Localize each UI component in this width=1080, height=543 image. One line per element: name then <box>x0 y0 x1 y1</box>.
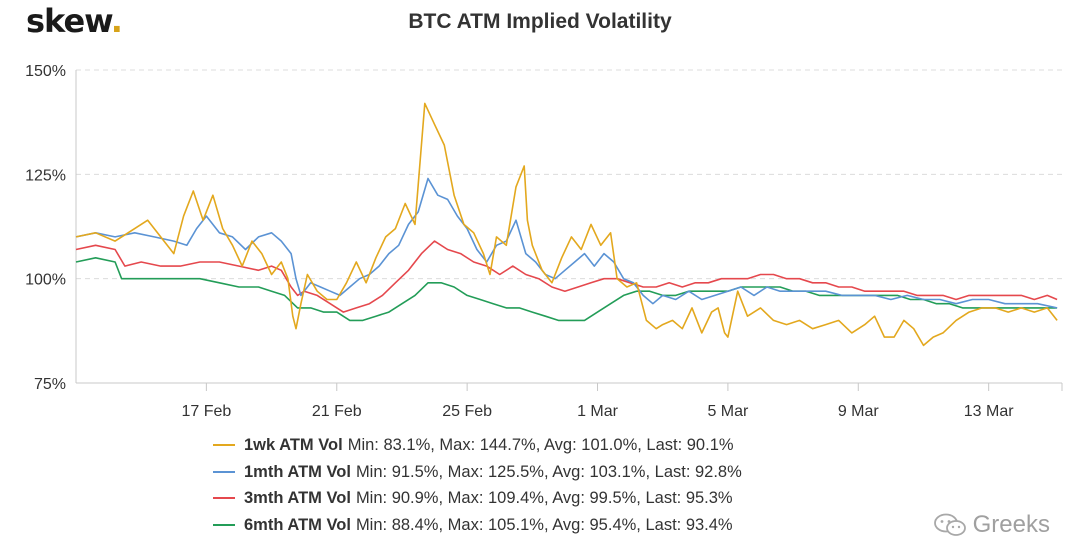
x-axis-tick-labels: 17 Feb 21 Feb 25 Feb 1 Mar 5 Mar 9 Mar 13 Mar <box>181 403 1014 420</box>
chart-title: BTC ATM Implied Volatility <box>408 10 672 33</box>
legend-swatch <box>213 523 235 526</box>
legend: 1wk ATM Vol Min: 83.1%, Max: 144.7%, Avg:… <box>213 432 742 538</box>
x-tick-label: 9 Mar <box>838 403 880 420</box>
y-tick-label: 100% <box>25 272 66 289</box>
legend-item-6mth[interactable]: 6mth ATM Vol Min: 88.4%, Max: 105.1%, Avg… <box>213 512 742 539</box>
wechat-icon <box>933 513 966 536</box>
series-line-1wk <box>75 102 1058 347</box>
brand-dot: . <box>110 2 123 40</box>
axes <box>75 70 1063 391</box>
legend-swatch <box>213 444 235 447</box>
x-tick-label: 5 Mar <box>707 403 749 420</box>
grid-lines <box>76 69 1062 280</box>
legend-item-1mth[interactable]: 1mth ATM Vol Min: 91.5%, Max: 125.5%, Avg… <box>213 459 742 486</box>
legend-series-name: 1mth ATM Vol <box>244 462 351 481</box>
legend-series-stats: Min: 88.4%, Max: 105.1%, Avg: 95.4%, Las… <box>355 515 733 534</box>
x-tick-label: 1 Mar <box>577 403 619 420</box>
x-tick-label: 17 Feb <box>181 403 231 420</box>
brand-text: skew <box>26 2 112 40</box>
series-line-1mth <box>75 177 1058 309</box>
legend-item-3mth[interactable]: 3mth ATM Vol Min: 90.9%, Max: 109.4%, Avg… <box>213 485 742 512</box>
legend-series-name: 6mth ATM Vol <box>244 515 351 534</box>
series-line-3mth <box>75 240 1058 313</box>
legend-item-1wk[interactable]: 1wk ATM Vol Min: 83.1%, Max: 144.7%, Avg:… <box>213 432 742 459</box>
legend-swatch <box>213 497 235 500</box>
x-tick-label: 13 Mar <box>964 403 1014 420</box>
legend-series-stats: Min: 91.5%, Max: 125.5%, Avg: 103.1%, La… <box>355 462 742 481</box>
series-lines <box>75 102 1058 347</box>
legend-series-stats: Min: 90.9%, Max: 109.4%, Avg: 99.5%, Las… <box>355 489 733 507</box>
watermark-text: Greeks <box>972 511 1050 538</box>
y-tick-label: 150% <box>25 63 66 80</box>
legend-series-stats: Min: 83.1%, Max: 144.7%, Avg: 101.0%, La… <box>347 436 734 454</box>
y-tick-label: 125% <box>25 167 66 184</box>
x-tick-label: 25 Feb <box>442 403 492 420</box>
y-tick-label: 75% <box>34 376 66 393</box>
legend-series-name: 3mth ATM Vol <box>244 489 351 507</box>
series-line-6mth <box>75 257 1058 322</box>
legend-series-name: 1wk ATM Vol <box>244 436 343 454</box>
y-axis-tick-labels: 150% 125% 100% 75% <box>25 63 66 393</box>
watermark: Greeks <box>933 511 1050 539</box>
x-tick-label: 21 Feb <box>312 403 362 420</box>
skew-logo: skew. <box>26 2 123 40</box>
legend-swatch <box>213 470 235 473</box>
